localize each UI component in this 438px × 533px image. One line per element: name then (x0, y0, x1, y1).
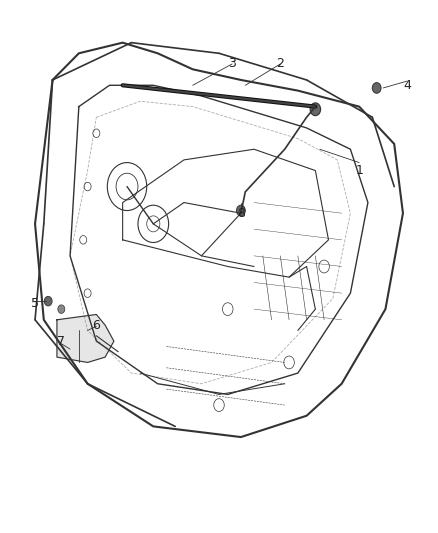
Circle shape (310, 103, 321, 116)
Text: 5: 5 (31, 297, 39, 310)
Text: 3: 3 (228, 58, 236, 70)
Circle shape (58, 305, 65, 313)
Text: 4: 4 (403, 79, 411, 92)
Circle shape (372, 83, 381, 93)
Text: 8: 8 (237, 207, 245, 220)
Text: 1: 1 (355, 164, 363, 177)
Text: 7: 7 (57, 335, 65, 348)
Polygon shape (57, 314, 114, 362)
Text: 2: 2 (276, 58, 284, 70)
Circle shape (44, 296, 52, 306)
Text: 6: 6 (92, 319, 100, 332)
Circle shape (237, 205, 245, 216)
